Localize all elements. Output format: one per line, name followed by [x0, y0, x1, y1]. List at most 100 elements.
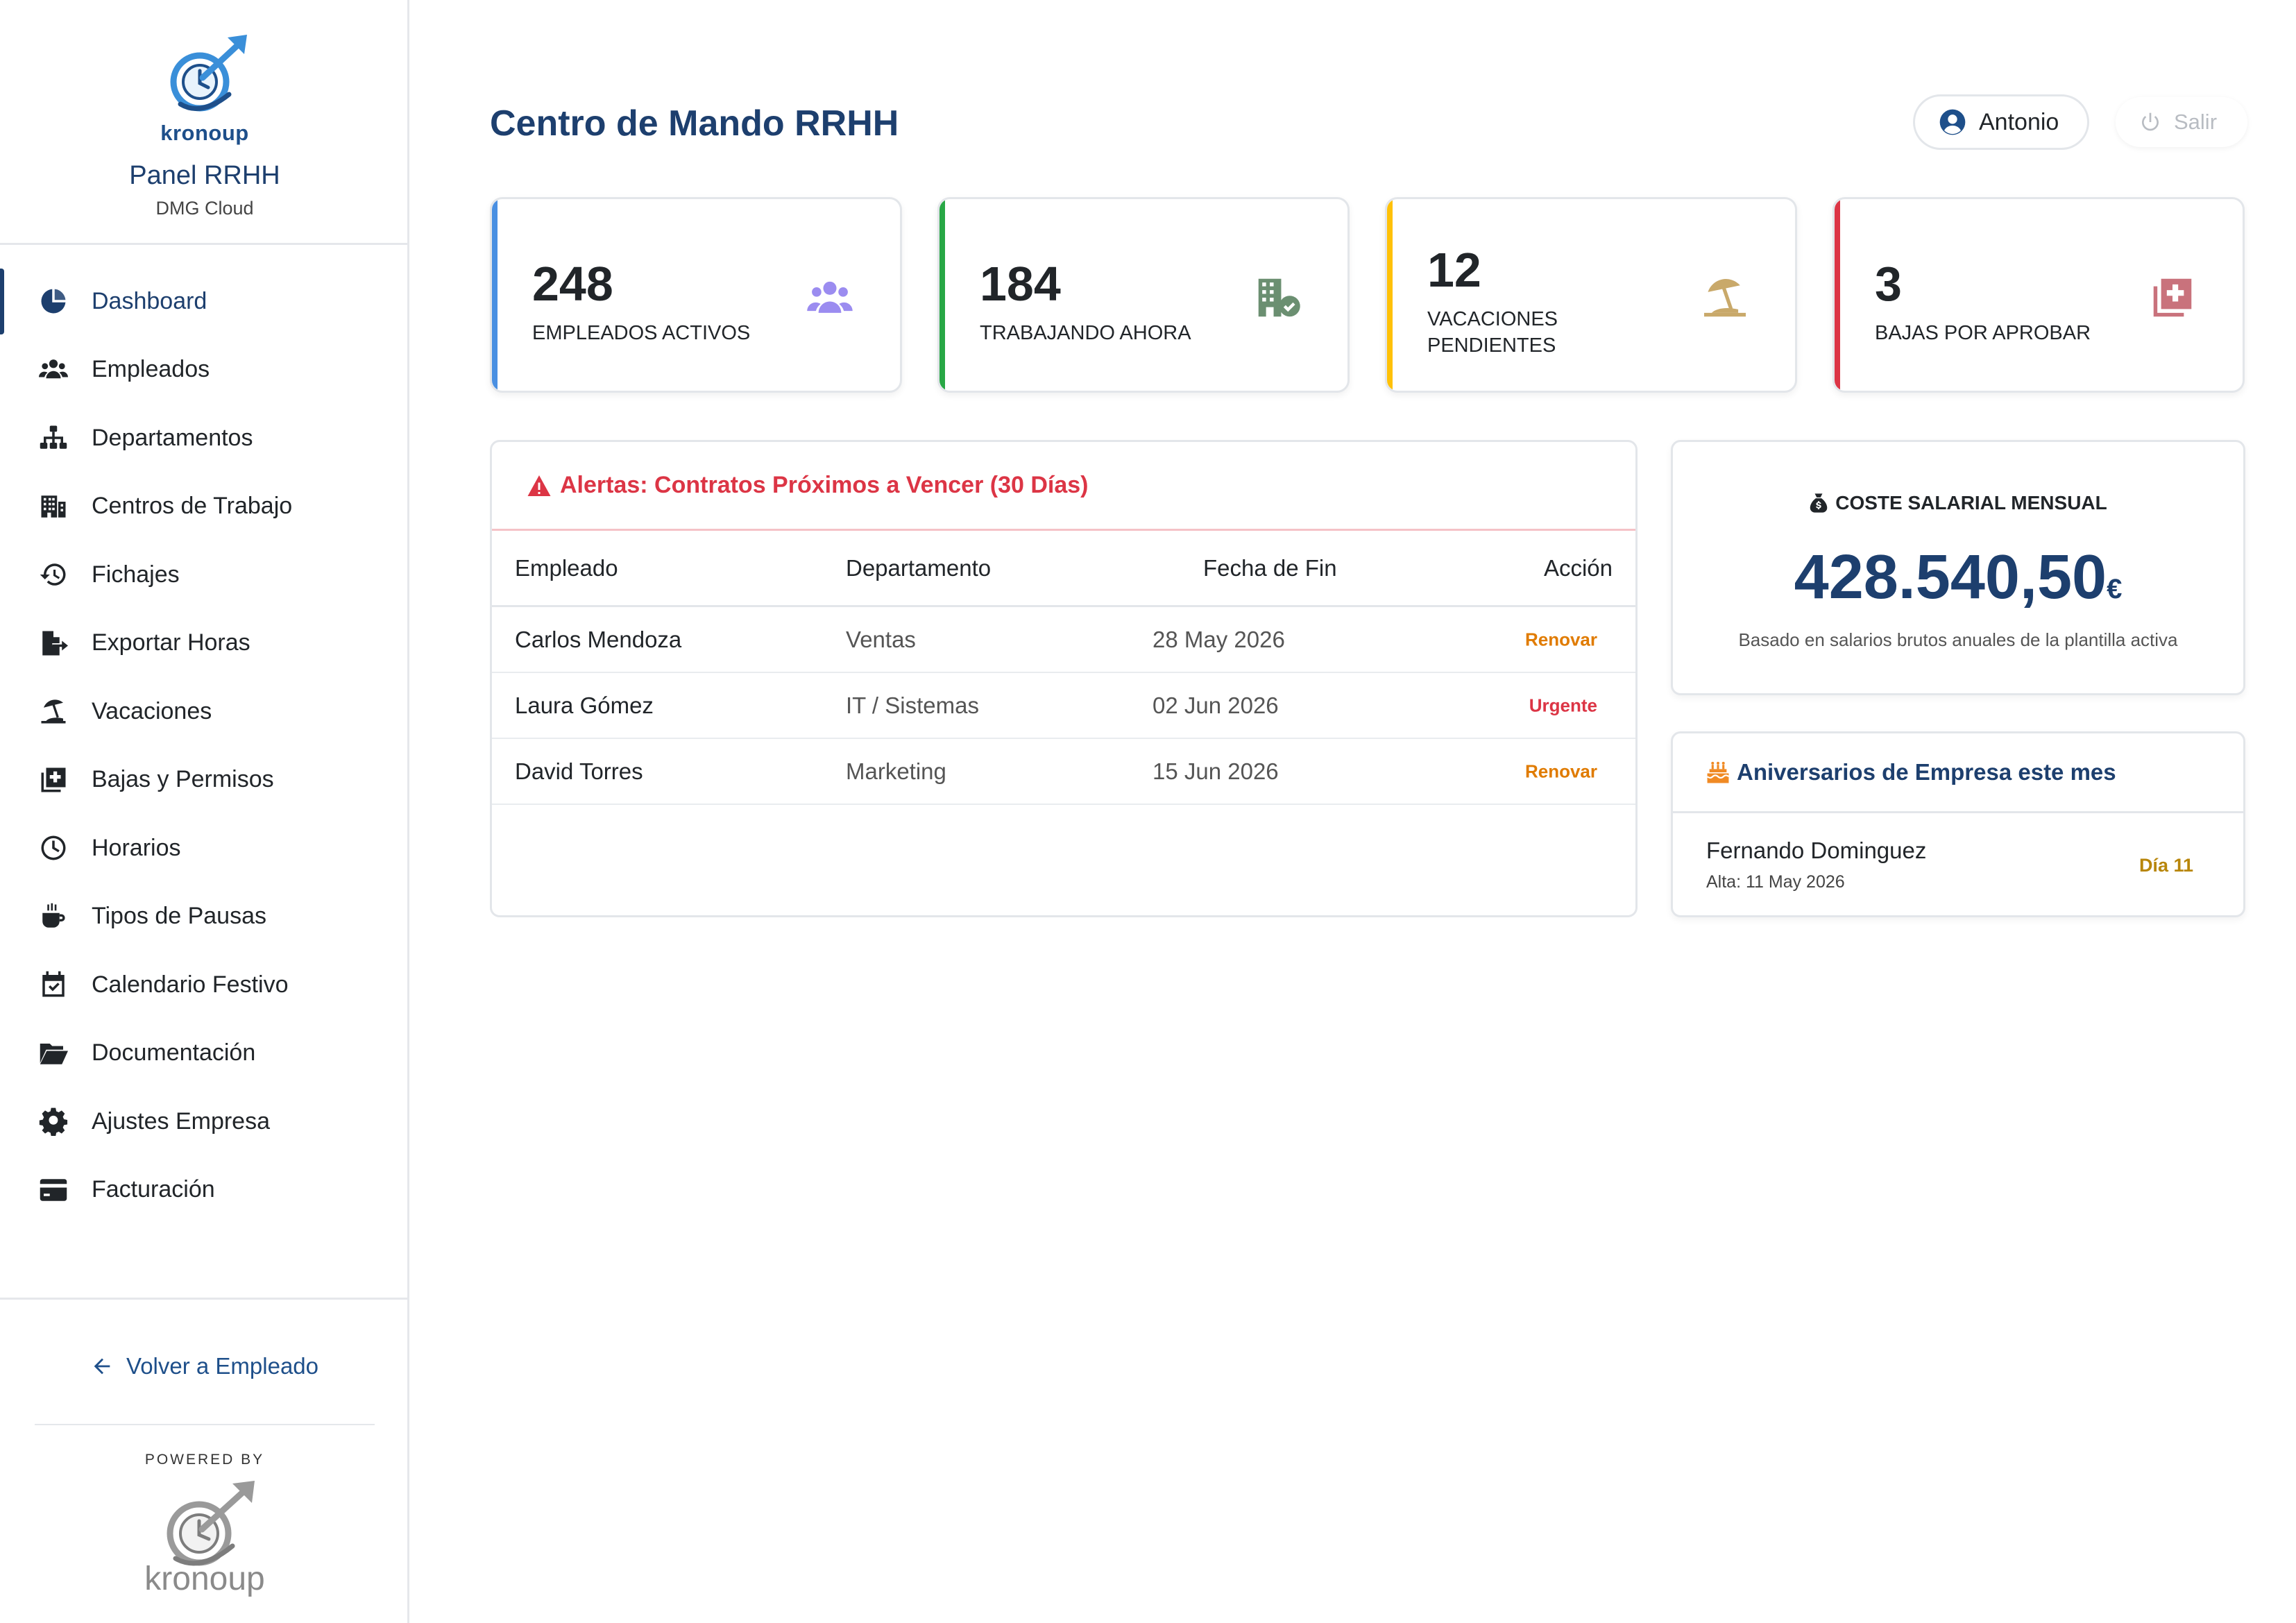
- sidebar-item-facturacion[interactable]: Facturación: [0, 1156, 409, 1225]
- sidebar-item-label: Tipos de Pausas: [92, 903, 266, 930]
- logout-button[interactable]: Salir: [2116, 97, 2247, 147]
- umbrella-beach-icon: [38, 696, 69, 726]
- birthday-cake-icon: [1706, 761, 1730, 783]
- stat-label: BAJAS POR APROBAR: [1875, 322, 2091, 344]
- stat-card-bajas-por-aprobar[interactable]: 3 BAJAS POR APROBAR: [1832, 197, 2245, 393]
- employee-name: Laura Gómez: [515, 692, 654, 718]
- sidebar-item-exportar-horas[interactable]: Exportar Horas: [0, 609, 409, 678]
- column-header-action: Acción: [1543, 554, 1613, 581]
- column-header-department: Departamento: [846, 554, 992, 581]
- anniversaries-card: Aniversarios de Empresa este mes Fernand…: [1671, 731, 2245, 917]
- salary-label-text: COSTE SALARIAL MENSUAL: [1835, 492, 2107, 513]
- stat-card-accent: [939, 199, 945, 391]
- money-bag-icon: [1810, 493, 1828, 513]
- sidebar-item-empleados[interactable]: Empleados: [0, 336, 409, 405]
- salary-value: 428.540,50€: [1673, 542, 2243, 613]
- sidebar-item-label: Dashboard: [92, 287, 207, 314]
- sidebar-item-ajustes-empresa[interactable]: Ajustes Empresa: [0, 1087, 409, 1156]
- sidebar-item-label: Bajas y Permisos: [92, 766, 274, 793]
- powered-brand-name: kronoup: [144, 1561, 265, 1597]
- medical-file-icon: [2153, 278, 2192, 317]
- department: IT / Sistemas: [846, 692, 979, 718]
- sidebar-item-vacaciones[interactable]: Vacaciones: [0, 677, 409, 746]
- clock-icon: [38, 833, 69, 863]
- alerts-header: Alertas: Contratos Próximos a Vencer (30…: [492, 442, 1635, 531]
- salary-label: COSTE SALARIAL MENSUAL: [1673, 492, 2243, 514]
- sidebar-item-calendario-festivo[interactable]: Calendario Festivo: [0, 951, 409, 1019]
- department: Ventas: [846, 626, 916, 652]
- building-icon: [38, 491, 69, 522]
- stat-card-accent: [492, 199, 498, 391]
- credit-card-icon: [38, 1175, 69, 1205]
- anniversaries-header: Aniversarios de Empresa este mes: [1673, 733, 2243, 813]
- stat-value: 3: [1875, 257, 1902, 311]
- power-icon: [2142, 112, 2159, 131]
- kronoup-logo-gray-icon: [167, 1481, 255, 1566]
- sidebar-item-label: Centros de Trabajo: [92, 493, 293, 520]
- sidebar-item-label: Vacaciones: [92, 697, 212, 724]
- sidebar: kronoup Panel RRHH DMG Cloud Dashboard E…: [0, 0, 409, 1623]
- medical-file-icon: [38, 765, 69, 795]
- sidebar-item-label: Calendario Festivo: [92, 971, 289, 998]
- logout-label: Salir: [2174, 110, 2218, 134]
- stat-label: TRABAJANDO AHORA: [980, 322, 1191, 344]
- gear-icon: [38, 1106, 69, 1137]
- powered-by-label: POWERED BY: [144, 1452, 265, 1468]
- sidebar-item-centros-de-trabajo[interactable]: Centros de Trabajo: [0, 473, 409, 541]
- table-row: Laura Gómez IT / Sistemas 02 Jun 2026 Ur…: [492, 673, 1635, 739]
- stat-card-accent: [1835, 199, 1840, 391]
- renew-action-button[interactable]: Renovar: [1524, 629, 1597, 649]
- sidebar-item-label: Fichajes: [92, 561, 180, 588]
- page-title: Centro de Mando RRHH: [490, 103, 899, 144]
- sidebar-item-fichajes[interactable]: Fichajes: [0, 541, 409, 609]
- anniversaries-title: Aniversarios de Empresa este mes: [1737, 759, 2116, 785]
- alerts-title: Alertas: Contratos Próximos a Vencer (30…: [560, 472, 1089, 498]
- end-date: 15 Jun 2026: [1153, 758, 1279, 784]
- stat-card-vacaciones-pendientes[interactable]: 12 VACACIONES PENDIENTES: [1385, 197, 1797, 393]
- file-export-icon: [38, 628, 69, 658]
- sidebar-divider: [0, 1298, 409, 1300]
- stat-card-trabajando-ahora[interactable]: 184 TRABAJANDO AHORA: [937, 197, 1350, 393]
- sidebar-item-documentacion[interactable]: Documentación: [0, 1019, 409, 1088]
- user-menu-button[interactable]: Antonio: [1913, 94, 2089, 150]
- calendar-check-icon: [38, 969, 69, 1000]
- stat-card-empleados-activos[interactable]: 248 EMPLEADOS ACTIVOS: [490, 197, 902, 393]
- column-header-employee: Empleado: [515, 554, 618, 581]
- stat-card-accent: [1387, 199, 1393, 391]
- warning-triangle-icon: [527, 475, 551, 496]
- column-header-end-date: Fecha de Fin: [1203, 554, 1337, 581]
- salary-amount: 428.540,50: [1794, 543, 2107, 612]
- anniversary-employee-name: Fernando Dominguez: [1706, 838, 1927, 863]
- sidebar-nav: Dashboard Empleados Departamentos Centro…: [0, 267, 409, 1224]
- user-name: Antonio: [1979, 108, 2059, 135]
- back-link-label: Volver a Empleado: [126, 1353, 319, 1379]
- sidebar-item-label: Horarios: [92, 834, 181, 861]
- kronoup-logo-icon: [170, 35, 247, 112]
- sidebar-item-bajas-y-permisos[interactable]: Bajas y Permisos: [0, 746, 409, 815]
- renew-action-button[interactable]: Renovar: [1524, 760, 1597, 781]
- pie-chart-icon: [38, 286, 69, 316]
- table-row: David Torres Marketing 15 Jun 2026 Renov…: [492, 739, 1635, 805]
- sitemap-icon: [38, 423, 69, 453]
- building-check-icon: [1258, 278, 1300, 317]
- panel-title: Panel RRHH: [129, 161, 280, 190]
- urgent-action-button[interactable]: Urgente: [1529, 695, 1597, 715]
- stat-label: VACACIONES PENDIENTES: [1427, 308, 1558, 357]
- stat-value: 184: [980, 257, 1061, 311]
- end-date: 02 Jun 2026: [1153, 692, 1279, 718]
- sidebar-divider: [0, 243, 409, 245]
- history-icon: [38, 559, 69, 590]
- sidebar-item-departamentos[interactable]: Departamentos: [0, 404, 409, 473]
- back-to-employee-link[interactable]: Volver a Empleado: [90, 1353, 318, 1379]
- sidebar-item-tipos-de-pausas[interactable]: Tipos de Pausas: [0, 883, 409, 951]
- salary-currency: €: [2107, 574, 2123, 604]
- folder-open-icon: [38, 1038, 69, 1069]
- sidebar-item-dashboard[interactable]: Dashboard: [0, 267, 409, 336]
- sidebar-item-label: Exportar Horas: [92, 629, 250, 656]
- sidebar-item-horarios[interactable]: Horarios: [0, 814, 409, 883]
- end-date: 28 May 2026: [1153, 626, 1285, 652]
- sidebar-item-label: Ajustes Empresa: [92, 1107, 270, 1135]
- anniversary-hire-date: Alta: 11 May 2026: [1706, 872, 1845, 892]
- department: Marketing: [846, 758, 946, 784]
- table-header: Empleado Departamento Fecha de Fin Acció…: [492, 531, 1635, 607]
